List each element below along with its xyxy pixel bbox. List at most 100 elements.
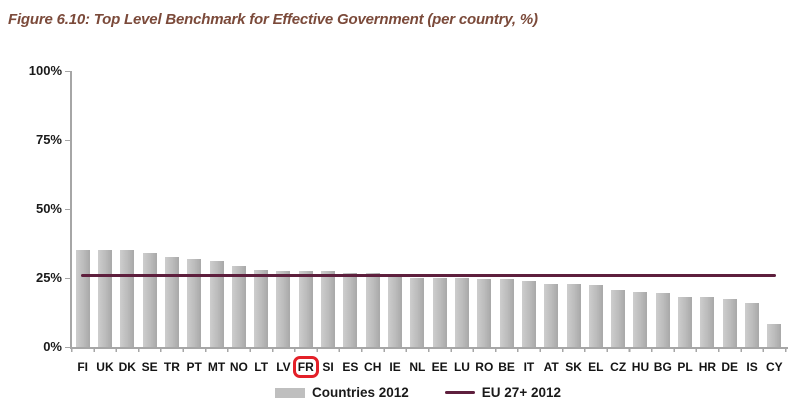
x-label-slot-se: SE: [138, 361, 160, 373]
bar-it: [521, 280, 536, 347]
bar-slot-ro: [473, 279, 495, 347]
bar-slot-uk: [94, 250, 116, 347]
x-label-slot-at: AT: [540, 361, 562, 373]
x-label-slot-hu: HU: [629, 361, 651, 373]
legend-item-countries: Countries 2012: [275, 385, 409, 400]
bar-pt: [187, 258, 202, 347]
x-label-sk: SK: [565, 360, 582, 374]
bar-fi: [75, 250, 90, 347]
x-label-slot-cz: CZ: [607, 361, 629, 373]
x-label-slot-bg: BG: [652, 361, 674, 373]
x-label-slot-si: SI: [317, 361, 339, 373]
bar-slot-lt: [250, 269, 272, 347]
bar-mt: [209, 261, 224, 347]
y-tick-label-75pct: 75%: [35, 132, 62, 147]
legend-item-eu: EU 27+ 2012: [444, 385, 561, 400]
legend-label-eu: EU 27+ 2012: [481, 385, 561, 400]
bar-slot-ch: [362, 272, 384, 347]
bar-nl: [410, 278, 425, 347]
bar-bg: [655, 293, 670, 347]
x-label-ch: CH: [364, 360, 382, 374]
x-label-it: IT: [523, 360, 535, 374]
bar-ro: [477, 279, 492, 347]
x-label-slot-hr: HR: [696, 361, 718, 373]
bar-lu: [454, 278, 469, 347]
bar-sk: [566, 283, 581, 347]
x-label-at: AT: [543, 360, 559, 374]
bar-slot-se: [138, 253, 160, 347]
x-label-slot-is: IS: [741, 361, 763, 373]
x-label-uk: UK: [96, 360, 114, 374]
bar-slot-lv: [272, 271, 294, 347]
bar-slot-at: [540, 283, 562, 347]
bar-cz: [611, 290, 626, 347]
x-label-slot-dk: DK: [116, 361, 138, 373]
bar-dk: [120, 250, 135, 347]
x-label-pl: PL: [677, 360, 693, 374]
bar-slot-si: [317, 271, 339, 347]
x-label-slot-ro: RO: [473, 361, 495, 373]
x-label-slot-ee: EE: [429, 361, 451, 373]
x-label-slot-lv: LV: [272, 361, 294, 373]
y-tick-mark: [65, 277, 70, 279]
x-label-mt: MT: [207, 360, 226, 374]
bar-slot-sk: [562, 283, 584, 347]
x-label-cy: CY: [766, 360, 783, 374]
bar-slot-ie: [384, 276, 406, 347]
y-tick-label-0pct: 0%: [43, 339, 62, 354]
bar-es: [343, 272, 358, 347]
bar-ch: [365, 272, 380, 347]
bar-slot-fi: [72, 250, 94, 347]
bar-slot-be: [495, 279, 517, 347]
bar-ie: [388, 276, 403, 347]
bar-no: [231, 265, 246, 347]
x-label-slot-el: EL: [585, 361, 607, 373]
x-label-se: SE: [141, 360, 158, 374]
x-label-ro: RO: [475, 360, 494, 374]
bar-at: [544, 283, 559, 347]
y-tick-label-25pct: 25%: [35, 270, 62, 285]
bar-slot-bg: [652, 293, 674, 347]
x-label-slot-tr: TR: [161, 361, 183, 373]
bar-cy: [767, 323, 782, 347]
x-label-lt: LT: [254, 360, 269, 374]
x-label-slot-de: DE: [719, 361, 741, 373]
bar-slot-cy: [763, 323, 785, 347]
x-label-slot-cy: CY: [763, 361, 785, 373]
bar-slot-it: [518, 280, 540, 347]
bar-slot-tr: [161, 257, 183, 347]
x-label-tr: TR: [163, 360, 180, 374]
bar-fr: [298, 271, 313, 347]
x-axis-line: [70, 347, 788, 349]
y-tick-mark: [65, 139, 70, 141]
x-label-slot-nl: NL: [406, 361, 428, 373]
bar-swatch-icon: [275, 387, 305, 398]
x-label-es: ES: [342, 360, 359, 374]
bar-is: [745, 302, 760, 347]
bar-el: [588, 284, 603, 347]
bar-slot-pt: [183, 258, 205, 347]
x-label-si: SI: [322, 360, 334, 374]
x-label-slot-uk: UK: [94, 361, 116, 373]
x-label-dk: DK: [118, 360, 136, 374]
bar-slot-es: [339, 272, 361, 347]
bar-uk: [97, 250, 112, 347]
bar-hr: [700, 297, 715, 347]
x-label-fi: FI: [77, 360, 88, 374]
bar-slot-hr: [696, 297, 718, 347]
x-label-slot-ch: CH: [362, 361, 384, 373]
bar-si: [321, 271, 336, 347]
x-label-be: BE: [498, 360, 515, 374]
x-label-slot-es: ES: [339, 361, 361, 373]
figure-title: Figure 6.10: Top Level Benchmark for Eff…: [8, 11, 538, 28]
x-label-slot-fr: FR: [292, 356, 319, 378]
x-label-lu: LU: [453, 360, 470, 374]
bar-slot-de: [719, 298, 741, 347]
bar-tr: [164, 257, 179, 347]
x-label-pt: PT: [186, 360, 202, 374]
y-tick-label-50pct: 50%: [35, 201, 62, 216]
x-labels-row: FI UK DK SE TR PT MT NO LT LV FR SI ES CH IE NL EE LU RO BE…: [72, 356, 786, 378]
line-swatch-icon: [444, 390, 475, 395]
x-label-slot-fi: FI: [72, 361, 94, 373]
